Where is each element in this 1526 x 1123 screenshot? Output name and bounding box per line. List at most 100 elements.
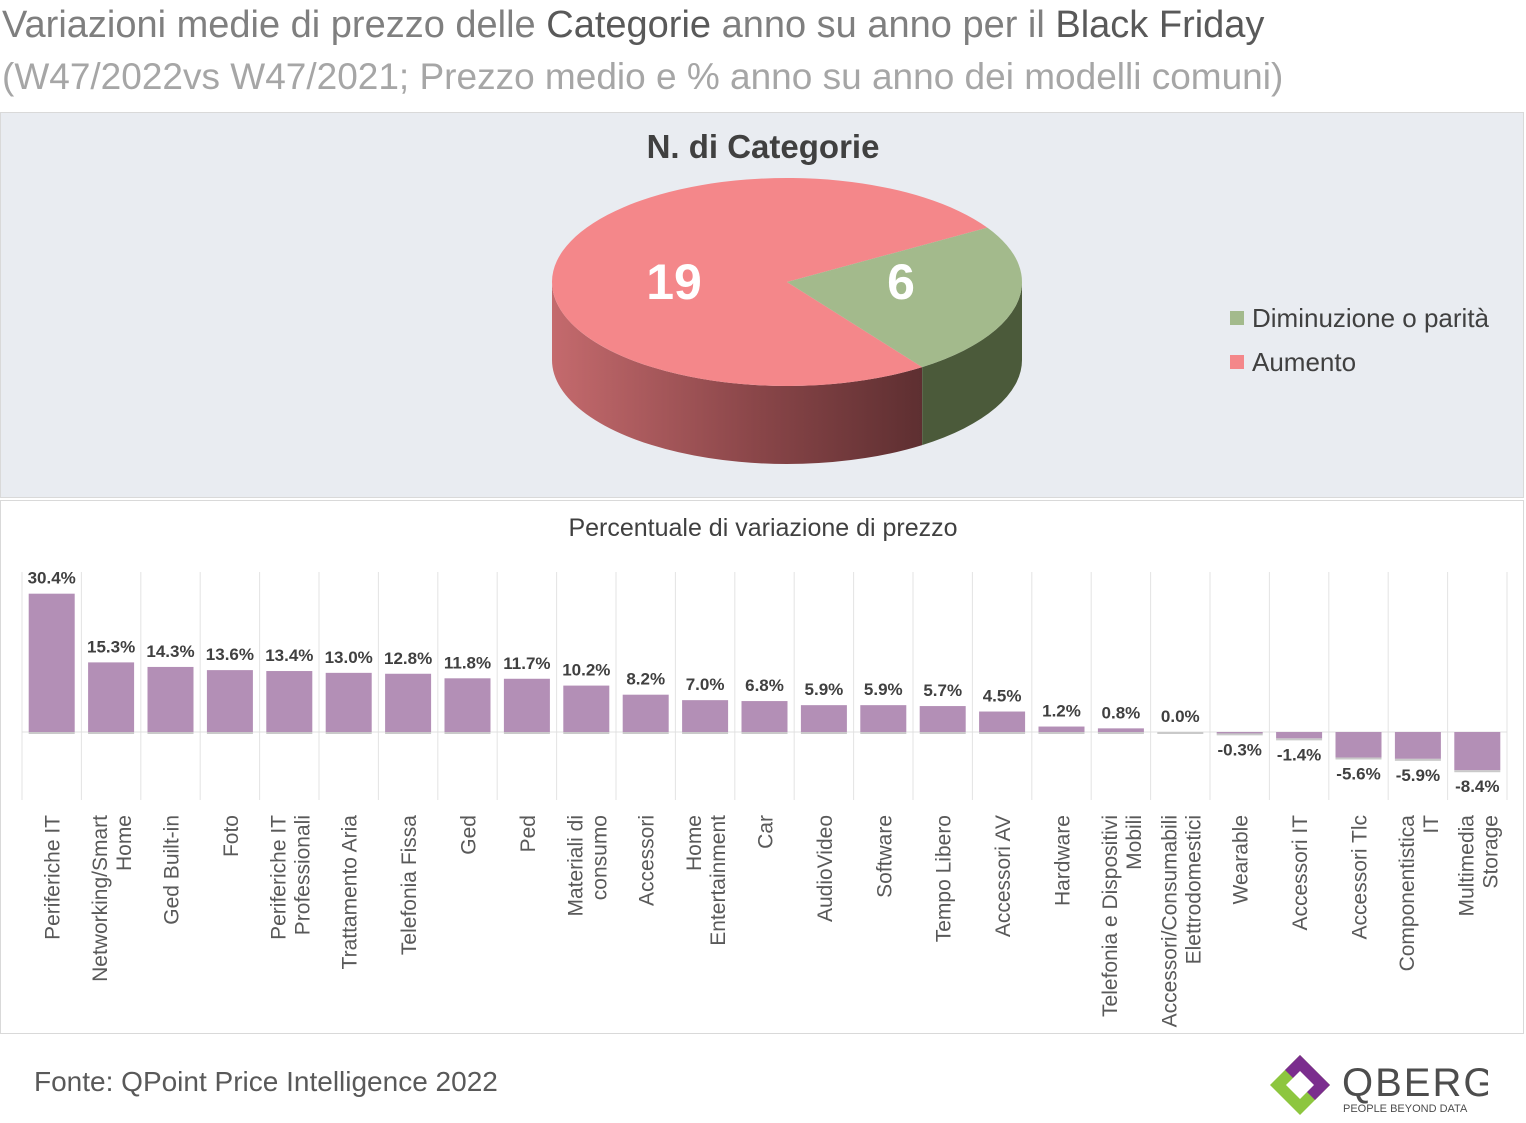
bar: [1038, 726, 1085, 732]
page-subtitle: (W47/2022vs W47/2021; Prezzo medio e % a…: [2, 56, 1284, 97]
bar: [1394, 732, 1441, 759]
bar-value-label: 0.0%: [1161, 707, 1200, 726]
bar-value-label: -0.3%: [1217, 740, 1261, 759]
category-label: Accessori Tlc: [1349, 815, 1372, 939]
bar: [682, 700, 729, 732]
bar-shadow: [266, 732, 313, 734]
bar: [444, 678, 491, 732]
bar-shadow: [1454, 770, 1501, 773]
category-label: Storage: [1479, 815, 1502, 889]
bar: [1097, 728, 1144, 732]
category-label: consumo: [588, 815, 611, 900]
bar-shadow: [741, 732, 788, 734]
bar-shadow: [206, 732, 253, 734]
bar-shadow: [1276, 738, 1323, 741]
pie-chart: 19 6: [551, 178, 1022, 464]
bar-value-label: 5.9%: [805, 680, 844, 699]
bar-value-label: 1.2%: [1042, 702, 1081, 721]
bar-value-label: 10.2%: [562, 661, 610, 680]
bar-value-label: 5.7%: [923, 681, 962, 700]
source-note: Fonte: QPoint Price Intelligence 2022: [34, 1066, 498, 1097]
bar-shadow: [88, 732, 135, 734]
category-label: Elettrodomestici: [1182, 815, 1205, 964]
bar-value-label: 0.8%: [1102, 703, 1141, 722]
category-label: Home: [113, 815, 136, 871]
pie-chart-title: N. di Categorie: [646, 128, 880, 165]
category-label: Wearable: [1230, 815, 1253, 905]
category-label: Trattamento Aria: [339, 815, 362, 970]
category-label: Accessori AV: [992, 815, 1015, 937]
bar-shadow: [147, 732, 194, 734]
category-label: Componentistica: [1396, 815, 1419, 972]
bar: [385, 673, 432, 732]
category-label: Home: [683, 815, 706, 871]
category-label: Periferiche IT: [267, 815, 290, 940]
bar-shadow: [444, 732, 491, 734]
category-label: Periferiche IT: [42, 815, 65, 940]
bar-value-label: -8.4%: [1455, 777, 1499, 796]
category-label: Ged: [458, 815, 481, 855]
category-label: Car: [755, 815, 778, 849]
bar-shadow: [1097, 732, 1144, 734]
bar-value-label: 8.2%: [626, 670, 665, 689]
bar-value-label: -1.4%: [1277, 745, 1321, 764]
category-label: IT: [1420, 815, 1443, 834]
bar: [28, 593, 75, 732]
bar-value-label: -5.6%: [1336, 764, 1380, 783]
bar-shadow: [325, 732, 372, 734]
bar: [88, 662, 135, 732]
pie-label-increase: 19: [646, 254, 702, 310]
bar-value-label: 14.3%: [146, 642, 194, 661]
bar: [1216, 732, 1263, 734]
page-title: Variazioni medie di prezzo delle Categor…: [2, 4, 1265, 46]
bar-shadow: [1038, 732, 1085, 734]
bar-chart-title: Percentuale di variazione di prezzo: [568, 514, 958, 542]
bar: [622, 694, 669, 732]
bar-value-label: 13.0%: [325, 648, 373, 667]
category-label: Hardware: [1052, 815, 1075, 906]
bar-shadow: [622, 732, 669, 734]
bar-shadow: [1216, 733, 1263, 736]
bar-shadow: [800, 732, 847, 734]
bar-shadow: [682, 732, 729, 734]
category-label: AudioVideo: [814, 815, 837, 922]
qberg-logo: QBERG PEOPLE BEYOND DATA: [1270, 1055, 1488, 1115]
bar-shadow: [1157, 732, 1204, 734]
bar: [1335, 732, 1382, 758]
bar-value-label: 5.9%: [864, 680, 903, 699]
legend-label-decrease: Diminuzione o parità: [1252, 302, 1490, 333]
category-label: Accessori/Consumabili: [1158, 815, 1181, 1027]
bar: [563, 685, 610, 732]
bar: [1276, 732, 1323, 739]
bar: [979, 711, 1026, 732]
legend-swatch-increase: [1230, 355, 1244, 369]
bar-shadow: [28, 732, 75, 734]
bar-shadow: [979, 732, 1026, 734]
pie-side-increase: [552, 282, 923, 464]
bar: [919, 706, 966, 732]
bar-shadow: [503, 732, 550, 734]
bar-shadow: [385, 732, 432, 734]
bar-shadow: [860, 732, 907, 734]
bar: [147, 666, 194, 732]
category-label: Foto: [220, 815, 243, 857]
category-label: Telefonia Fissa: [398, 815, 421, 955]
category-label: Tempo Libero: [933, 815, 956, 942]
category-label: Professionali: [291, 815, 314, 935]
bar: [1454, 732, 1501, 771]
bar: [503, 678, 550, 732]
bar-value-label: 13.6%: [206, 645, 254, 664]
category-label: Multimedia: [1455, 815, 1478, 917]
pie-slice-decrease: [787, 227, 1022, 368]
pie-label-decrease: 6: [887, 254, 915, 310]
legend-swatch-decrease: [1230, 311, 1244, 325]
logo-wordmark: QBERG: [1342, 1061, 1488, 1105]
bar-value-label: 6.8%: [745, 676, 784, 695]
category-label: Ped: [517, 815, 540, 852]
bar-shadow: [1394, 758, 1441, 761]
category-label: Entertainment: [707, 815, 730, 946]
bar-value-label: -5.9%: [1396, 766, 1440, 785]
category-label: Accessori IT: [1289, 815, 1312, 931]
bar: [206, 670, 253, 732]
bar-chart: 30.4% Periferiche IT 15.3% Networking/Smart…: [21, 569, 1508, 1027]
